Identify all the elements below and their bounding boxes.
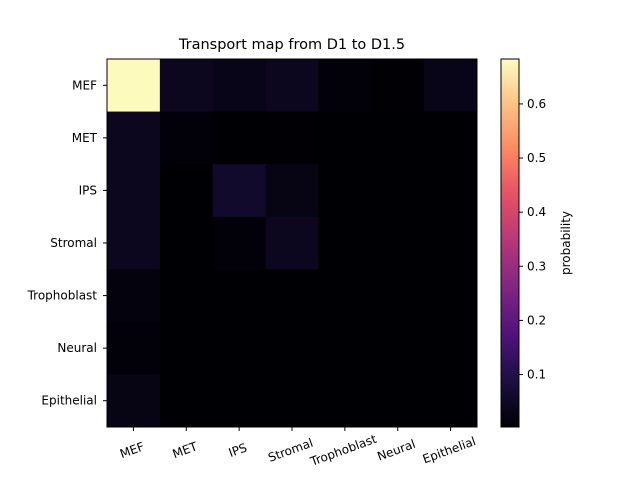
heatmap-cell	[318, 269, 372, 323]
heatmap-cell	[424, 374, 478, 428]
y-tick-label: Epithelial	[41, 394, 97, 408]
heatmap-cell	[265, 374, 319, 428]
heatmap-cell	[424, 269, 478, 323]
heatmap-cell	[424, 59, 478, 113]
heatmap-cell	[159, 59, 214, 113]
colorbar-tick-label: 0.3	[527, 259, 546, 273]
heatmap-cell	[318, 374, 372, 428]
x-tick-label: MET	[171, 439, 200, 461]
colorbar-frame	[500, 58, 520, 428]
heatmap-cell	[371, 111, 425, 165]
y-axis: MEF MET IPS Stromal Trophoblast Neural Epithel…	[27, 78, 107, 408]
heatmap-cell	[265, 321, 319, 375]
heatmap-cell	[371, 59, 425, 113]
heatmap-cell	[371, 374, 425, 428]
x-tick-label: Stromal	[266, 436, 315, 465]
colorbar-tick-label: 0.2	[527, 313, 546, 327]
heatmap-cell	[159, 164, 214, 218]
heatmap-cell	[212, 216, 267, 270]
heatmap-cell	[318, 111, 372, 165]
heatmap-cell	[265, 216, 319, 270]
heatmap-cell	[212, 269, 267, 323]
x-tick-label: Epithelial	[421, 434, 478, 466]
heatmap-cell	[212, 59, 267, 113]
colorbar-label: probability	[559, 211, 573, 275]
heatmap-cell	[265, 111, 319, 165]
heatmap-cells	[107, 59, 478, 428]
heatmap-cell	[159, 216, 214, 270]
heatmap-cell	[212, 111, 267, 165]
heatmap-cell	[318, 216, 372, 270]
colorbar-tick-label: 0.6	[527, 97, 546, 111]
heatmap-cell	[159, 321, 214, 375]
x-tick-label: Trophoblast	[308, 432, 379, 469]
heatmap-cell	[212, 164, 267, 218]
heatmap-cell	[371, 164, 425, 218]
heatmap-cell	[107, 164, 161, 218]
heatmap-cell	[424, 321, 478, 375]
y-tick-label: MEF	[72, 78, 97, 92]
heatmap-cell	[424, 216, 478, 270]
y-tick-label: Trophoblast	[27, 289, 98, 303]
heatmap-cell	[107, 269, 161, 323]
heatmap-cell	[107, 374, 161, 428]
x-tick-label: IPS	[227, 441, 249, 460]
heatmap-cell	[318, 59, 372, 113]
y-tick-label: IPS	[79, 183, 97, 197]
heatmap-cell	[212, 374, 267, 428]
heatmap-cell	[159, 269, 214, 323]
x-tick-label: Neural	[375, 437, 417, 464]
y-tick-label: MET	[72, 131, 98, 145]
heatmap-cell	[424, 111, 478, 165]
heatmap-cell	[107, 111, 161, 165]
chart-title: Transport map from D1 to D1.5	[178, 37, 405, 53]
colorbar	[501, 59, 519, 427]
heatmap-cell	[107, 216, 161, 270]
heatmap-cell	[265, 59, 319, 113]
heatmap-cell	[212, 321, 267, 375]
heatmap-cell	[265, 164, 319, 218]
colorbar-ticks: 0.1 0.2 0.3 0.4 0.5 0.6	[519, 97, 546, 382]
heatmap-cell	[107, 59, 161, 113]
heatmap-cell	[159, 374, 214, 428]
heatmap-cell	[107, 321, 161, 375]
colorbar-tick-label: 0.1	[527, 368, 546, 382]
colorbar-tick-label: 0.4	[527, 205, 546, 219]
heatmap-cell	[318, 164, 372, 218]
y-tick-label: Stromal	[50, 236, 97, 250]
y-tick-label: Neural	[57, 341, 97, 355]
colorbar-tick-label: 0.5	[527, 151, 546, 165]
heatmap-cell	[265, 269, 319, 323]
heatmap-cell	[424, 164, 478, 218]
x-tick-label: MEF	[118, 439, 146, 461]
heatmap-cell	[371, 269, 425, 323]
heatmap-cell	[159, 111, 214, 165]
heatmap-cell	[371, 321, 425, 375]
heatmap-cell	[371, 216, 425, 270]
heatmap-cell	[318, 321, 372, 375]
